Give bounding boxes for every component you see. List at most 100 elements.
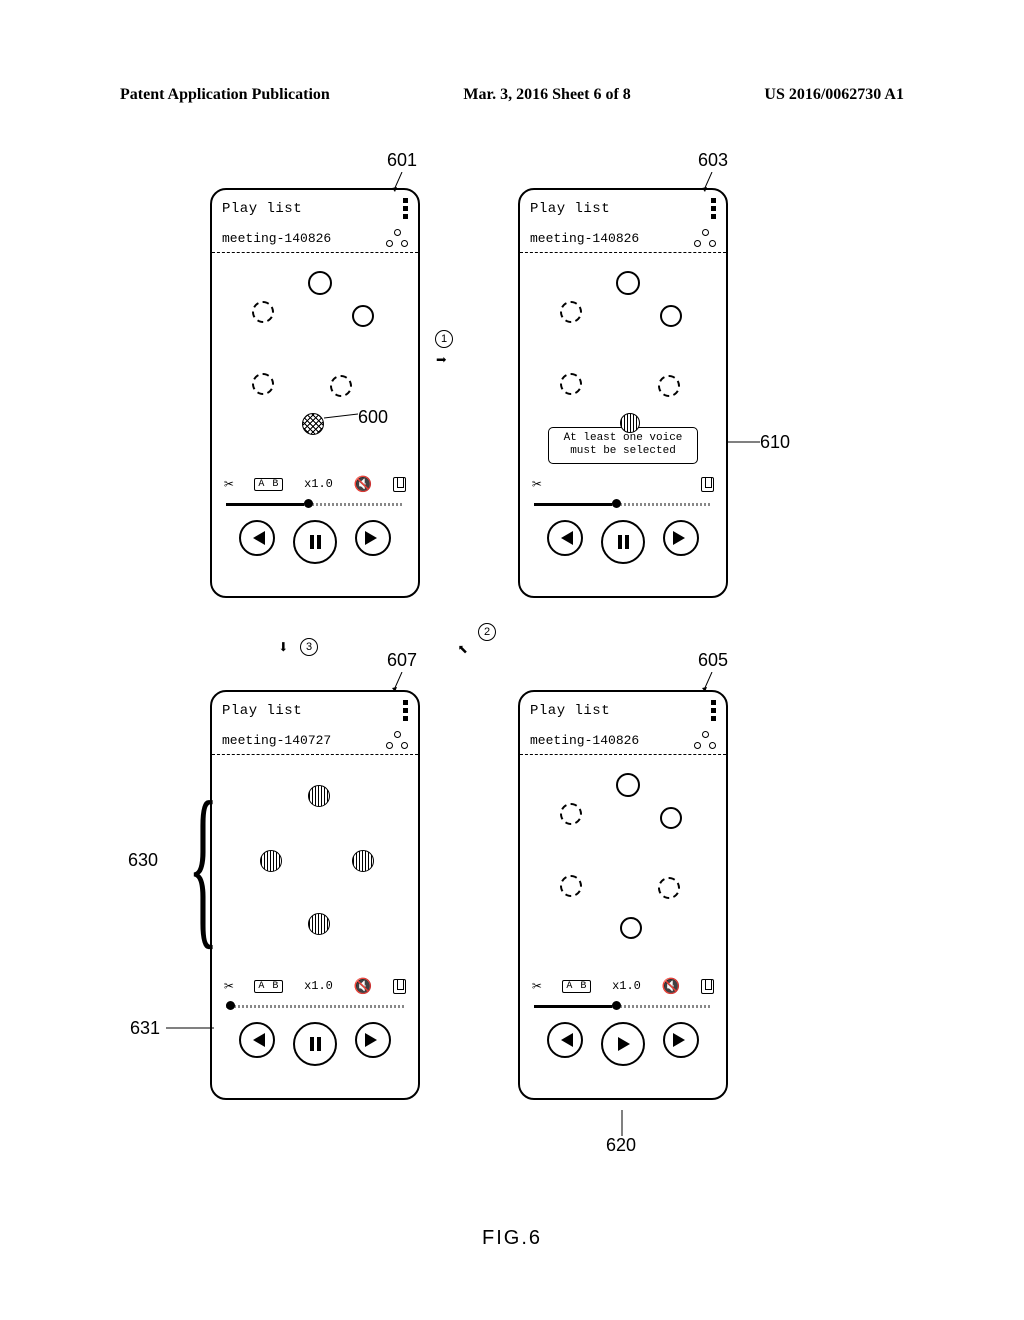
ref-601: 601 <box>387 150 417 171</box>
share-icon[interactable] <box>386 731 408 749</box>
ref-607: 607 <box>387 650 417 671</box>
warning-tooltip: At least one voice must be selected <box>548 427 698 465</box>
voice-circle[interactable] <box>252 301 274 323</box>
voice-circle[interactable] <box>660 807 682 829</box>
bookmark-icon[interactable] <box>701 979 714 994</box>
transport-controls <box>520 520 726 564</box>
transport-controls <box>520 1022 726 1066</box>
lead-line <box>618 1110 626 1136</box>
voice-circle[interactable] <box>308 271 332 295</box>
prev-button[interactable] <box>239 520 275 556</box>
progress-bar[interactable] <box>534 1002 712 1010</box>
brace-630: { <box>188 775 218 955</box>
ab-repeat-button[interactable]: A B <box>254 980 283 993</box>
titlebar: Play list <box>520 692 726 727</box>
progress-bar[interactable] <box>226 1002 404 1010</box>
ref-630: 630 <box>128 850 158 871</box>
voice-area <box>520 755 726 970</box>
lead-line <box>392 672 406 692</box>
trim-icon[interactable]: ✂ <box>532 976 542 996</box>
voice-circle[interactable] <box>560 803 582 825</box>
file-row: meeting-140727 <box>212 727 418 755</box>
playlist-title: Play list <box>222 703 302 719</box>
step-3-badge: 3 <box>300 638 318 656</box>
file-name: meeting-140826 <box>530 733 639 748</box>
voice-circle[interactable] <box>658 877 680 899</box>
toolbar: ✂ A B x1.0 🔇 <box>212 970 418 998</box>
voice-circle[interactable] <box>560 301 582 323</box>
overflow-menu-icon[interactable] <box>710 198 716 219</box>
screen-601: Play list meeting-140826 ✂ A B x1.0 🔇 <box>210 188 420 598</box>
speed-label[interactable]: x1.0 <box>612 979 641 993</box>
file-name: meeting-140826 <box>530 231 639 246</box>
next-button[interactable] <box>663 1022 699 1058</box>
voice-circle[interactable] <box>302 413 324 435</box>
step-1-arrow-icon: ➡ <box>436 350 447 372</box>
toolbar: ✂ A B x1.0 🔇 <box>212 468 418 496</box>
speed-label[interactable]: x1.0 <box>304 979 333 993</box>
trim-icon[interactable]: ✂ <box>224 474 234 494</box>
share-icon[interactable] <box>694 229 716 247</box>
next-button[interactable] <box>355 520 391 556</box>
share-icon[interactable] <box>694 731 716 749</box>
share-icon[interactable] <box>386 229 408 247</box>
transport-controls <box>212 1022 418 1066</box>
voice-circle[interactable] <box>560 373 582 395</box>
step-2-badge: 2 <box>478 623 496 641</box>
ab-repeat-button[interactable]: A B <box>254 478 283 491</box>
voice-area <box>212 755 418 970</box>
mute-icon[interactable]: 🔇 <box>354 977 373 996</box>
lead-line <box>728 440 760 444</box>
next-button[interactable] <box>355 1022 391 1058</box>
mute-icon[interactable]: 🔇 <box>354 475 373 494</box>
transport-controls <box>212 520 418 564</box>
voice-circle[interactable] <box>260 850 282 872</box>
lead-line <box>702 172 716 192</box>
page-header: Patent Application Publication Mar. 3, 2… <box>0 86 1024 104</box>
voice-circle[interactable] <box>308 785 330 807</box>
voice-circle[interactable] <box>658 375 680 397</box>
file-row: meeting-140826 <box>520 225 726 253</box>
trim-icon[interactable]: ✂ <box>532 474 542 494</box>
mute-icon[interactable]: 🔇 <box>662 977 681 996</box>
overflow-menu-icon[interactable] <box>402 198 408 219</box>
playpause-button[interactable] <box>601 520 645 564</box>
voice-circle[interactable] <box>252 373 274 395</box>
prev-button[interactable] <box>547 520 583 556</box>
playpause-button[interactable] <box>293 1022 337 1066</box>
voice-circle[interactable] <box>308 913 330 935</box>
voice-area: At least one voice must be selected <box>520 253 726 468</box>
ref-620: 620 <box>606 1135 636 1156</box>
file-name: meeting-140826 <box>222 231 331 246</box>
voice-circle[interactable] <box>330 375 352 397</box>
trim-icon[interactable]: ✂ <box>224 976 234 996</box>
progress-bar[interactable] <box>534 500 712 508</box>
voice-circle[interactable] <box>620 917 642 939</box>
progress-bar[interactable] <box>226 500 404 508</box>
voice-circle[interactable] <box>352 305 374 327</box>
bookmark-icon[interactable] <box>393 979 406 994</box>
voice-circle[interactable] <box>560 875 582 897</box>
screen-605: Play list meeting-140826 ✂ A B x1.0 🔇 <box>518 690 728 1100</box>
ref-610: 610 <box>760 432 790 453</box>
voice-circle[interactable] <box>660 305 682 327</box>
speed-label[interactable]: x1.0 <box>304 477 333 491</box>
ab-repeat-button[interactable]: A B <box>562 980 591 993</box>
bookmark-icon[interactable] <box>701 477 714 492</box>
voice-circle[interactable] <box>616 773 640 797</box>
prev-button[interactable] <box>239 1022 275 1058</box>
file-row: meeting-140826 <box>212 225 418 253</box>
playlist-title: Play list <box>530 703 610 719</box>
bookmark-icon[interactable] <box>393 477 406 492</box>
toolbar: ✂ A B x1.0 🔇 <box>520 970 726 998</box>
voice-circle[interactable] <box>616 271 640 295</box>
overflow-menu-icon[interactable] <box>710 700 716 721</box>
voice-circle[interactable] <box>352 850 374 872</box>
figure-caption: FIG.6 <box>482 1227 542 1250</box>
playpause-button[interactable] <box>293 520 337 564</box>
playpause-button[interactable] <box>601 1022 645 1066</box>
overflow-menu-icon[interactable] <box>402 700 408 721</box>
voice-circle[interactable] <box>620 413 640 433</box>
next-button[interactable] <box>663 520 699 556</box>
prev-button[interactable] <box>547 1022 583 1058</box>
